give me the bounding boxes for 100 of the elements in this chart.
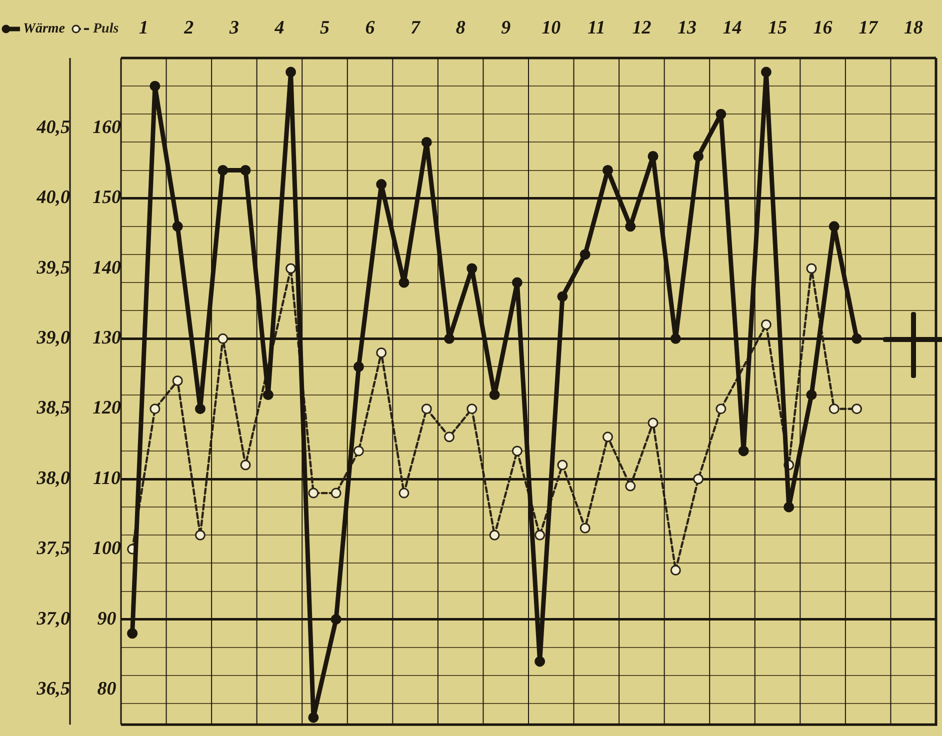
x-tick-label: 1 [138, 18, 148, 39]
y-tick-label: 40,5 [36, 117, 70, 138]
y-tick-label: 38,5 [36, 398, 70, 419]
y-tick-label: 40,0 [36, 187, 70, 208]
point [466, 404, 478, 414]
point [602, 165, 613, 176]
point [466, 263, 478, 274]
y2-tick-label: 130 [92, 328, 122, 349]
x-tick-label: 17 [858, 18, 880, 39]
point [828, 404, 840, 414]
x-tick-label: 14 [722, 18, 742, 39]
x-tick-label: 7 [410, 18, 422, 39]
point [194, 404, 206, 414]
point [557, 291, 568, 302]
point [330, 614, 342, 625]
point [852, 404, 862, 414]
point [806, 263, 817, 274]
point [218, 165, 228, 176]
point [670, 564, 681, 576]
point [398, 488, 410, 498]
point [308, 712, 319, 723]
x-tick-label: 2 [183, 18, 194, 39]
point [489, 530, 500, 540]
x-tick-label: 9 [501, 18, 512, 39]
point [240, 165, 251, 176]
y2-tick-label: 100 [92, 538, 122, 560]
point [512, 277, 522, 288]
y2-tick-label: 150 [92, 187, 122, 208]
point [421, 404, 432, 414]
point [670, 333, 681, 344]
point [286, 66, 296, 78]
point [150, 80, 160, 92]
point [376, 179, 387, 190]
point [784, 502, 794, 512]
point [534, 656, 546, 667]
y-tick-label: 36,5 [36, 678, 70, 700]
point [512, 446, 522, 456]
point [330, 488, 342, 498]
point [240, 460, 251, 470]
x-tick-label: 4 [274, 18, 284, 39]
x-tick-label: 5 [320, 18, 330, 39]
point [557, 460, 568, 470]
point [648, 150, 658, 162]
point [172, 376, 183, 386]
point [738, 446, 749, 456]
point [580, 522, 590, 534]
point [625, 221, 636, 232]
point [353, 446, 364, 456]
y2-tick-label: 140 [92, 257, 122, 278]
point [398, 277, 410, 288]
x-tick-label: 8 [456, 18, 466, 39]
point [489, 390, 500, 400]
point [286, 263, 296, 274]
y-tick-label: 39,0 [36, 328, 70, 349]
point [760, 66, 772, 78]
y-tick-label: 37,0 [36, 608, 70, 630]
point [625, 480, 636, 492]
point [308, 488, 319, 498]
y2-tick-label: 90 [97, 608, 117, 630]
point [150, 404, 160, 414]
point [444, 333, 455, 344]
y2-tick-label: 160 [92, 117, 122, 138]
y2-tick-label: 120 [92, 398, 122, 419]
point [648, 418, 658, 428]
point [172, 221, 183, 232]
x-tick-label: 11 [587, 18, 606, 39]
x-tick-label: 15 [768, 18, 788, 39]
y-tick-label: 39,5 [36, 257, 70, 278]
point [376, 347, 387, 358]
point [534, 530, 546, 540]
point [444, 432, 455, 442]
y2-tick-label: 80 [97, 678, 117, 700]
point [194, 530, 206, 540]
point [262, 390, 274, 400]
x-tick-label: 13 [677, 18, 696, 39]
x-tick-label: 6 [365, 18, 376, 39]
point [760, 319, 772, 330]
y2-tick-label: 110 [93, 468, 121, 489]
point [828, 221, 840, 232]
point [602, 432, 613, 442]
point [693, 150, 704, 162]
point [421, 136, 432, 148]
point [716, 404, 726, 414]
x-tick-label: 16 [813, 18, 833, 39]
point [218, 333, 228, 344]
point [127, 628, 138, 639]
y-tick-label: 38,0 [36, 468, 70, 489]
legend-label: Wärme [23, 22, 65, 37]
point [353, 361, 364, 372]
x-tick-label: 12 [632, 18, 652, 39]
point [852, 333, 862, 344]
legend-label: Puls [93, 22, 120, 37]
point [806, 390, 817, 400]
y-tick-label: 37,5 [36, 538, 70, 560]
point [693, 474, 704, 484]
x-tick-label: 10 [542, 18, 562, 39]
point [580, 249, 590, 260]
x-tick-label: 3 [228, 18, 239, 39]
point [716, 108, 726, 120]
x-tick-label: 18 [904, 18, 924, 39]
